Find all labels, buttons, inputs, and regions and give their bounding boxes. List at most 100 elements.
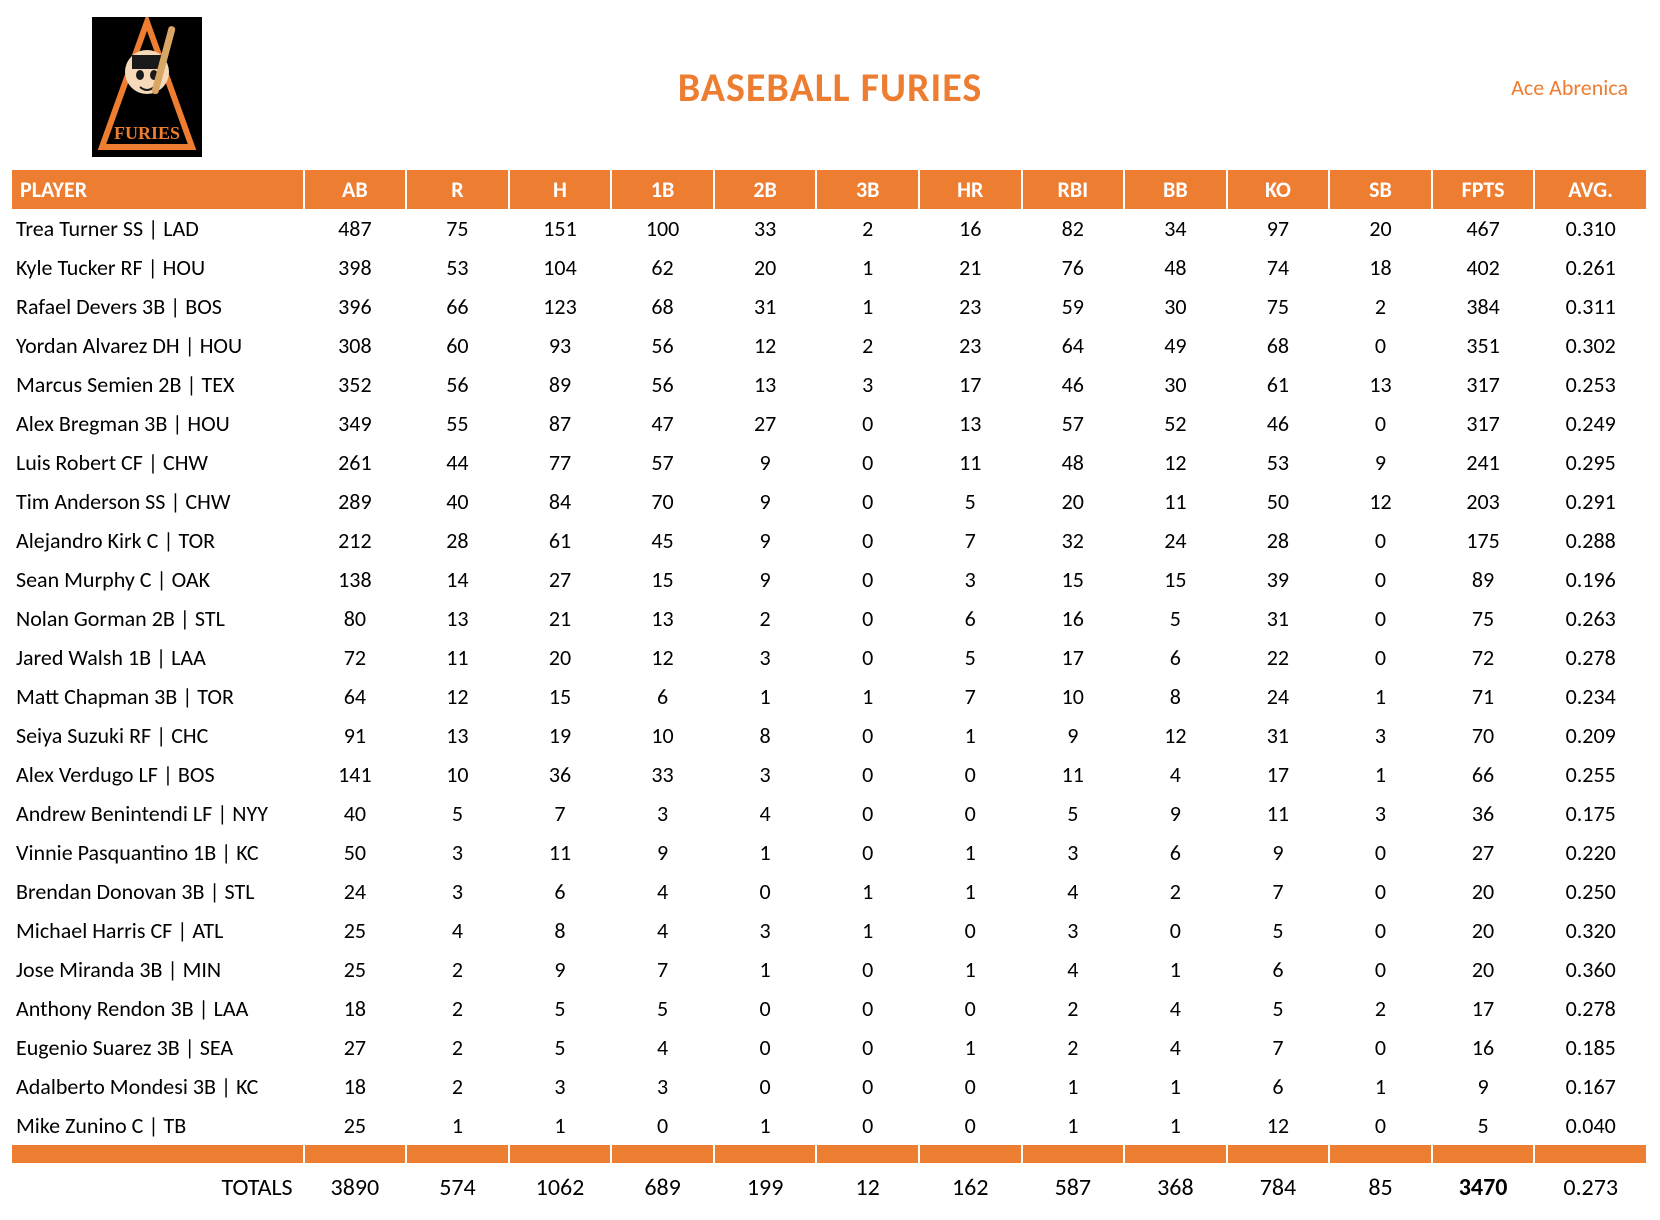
- stat-cell: 11: [509, 833, 612, 872]
- stat-cell: 27: [304, 1028, 407, 1067]
- stat-cell: 6: [509, 872, 612, 911]
- stat-cell: 0.167: [1534, 1067, 1647, 1106]
- stat-cell: 49: [1124, 326, 1227, 365]
- stat-cell: 12: [611, 638, 714, 677]
- stat-cell: 1: [919, 872, 1022, 911]
- stat-cell: 4: [611, 872, 714, 911]
- stat-cell: 1: [919, 833, 1022, 872]
- stat-cell: 70: [611, 482, 714, 521]
- totals-cell: 574: [406, 1163, 509, 1208]
- stat-cell: 68: [611, 287, 714, 326]
- player-cell: Anthony Rendon 3B | LAA: [12, 989, 304, 1028]
- player-cell: Alex Bregman 3B | HOU: [12, 404, 304, 443]
- stat-cell: 10: [406, 755, 509, 794]
- stat-cell: 203: [1432, 482, 1535, 521]
- stat-cell: 12: [714, 326, 817, 365]
- col-h: H: [509, 170, 612, 209]
- stat-cell: 0: [816, 1106, 919, 1145]
- stat-cell: 36: [509, 755, 612, 794]
- stat-cell: 0: [714, 989, 817, 1028]
- stat-cell: 0: [816, 560, 919, 599]
- col-fpts: FPTS: [1432, 170, 1535, 209]
- stat-cell: 4: [1124, 989, 1227, 1028]
- player-cell: Luis Robert CF | CHW: [12, 443, 304, 482]
- stat-cell: 1: [919, 1028, 1022, 1067]
- stat-cell: 0: [1124, 911, 1227, 950]
- stat-cell: 0: [919, 755, 1022, 794]
- player-cell: Nolan Gorman 2B | STL: [12, 599, 304, 638]
- stat-cell: 24: [304, 872, 407, 911]
- stat-cell: 5: [509, 1028, 612, 1067]
- stat-cell: 0: [1329, 1106, 1432, 1145]
- player-cell: Sean Murphy C | OAK: [12, 560, 304, 599]
- stat-cell: 151: [509, 209, 612, 248]
- table-row: Matt Chapman 3B | TOR6412156117108241710…: [12, 677, 1647, 716]
- stat-cell: 23: [919, 326, 1022, 365]
- stat-cell: 384: [1432, 287, 1535, 326]
- table-row: Jose Miranda 3B | MIN252971014160200.360: [12, 950, 1647, 989]
- stat-cell: 4: [714, 794, 817, 833]
- player-cell: Trea Turner SS | LAD: [12, 209, 304, 248]
- stat-cell: 0.263: [1534, 599, 1647, 638]
- stat-cell: 20: [1432, 872, 1535, 911]
- stat-cell: 66: [1432, 755, 1535, 794]
- stat-cell: 138: [304, 560, 407, 599]
- totals-cell: 12: [816, 1163, 919, 1208]
- stat-cell: 2: [406, 1067, 509, 1106]
- stat-cell: 47: [611, 404, 714, 443]
- stat-cell: 16: [1432, 1028, 1535, 1067]
- stat-cell: 6: [919, 599, 1022, 638]
- stat-cell: 23: [919, 287, 1022, 326]
- stat-cell: 2: [406, 1028, 509, 1067]
- stat-cell: 53: [406, 248, 509, 287]
- stat-cell: 15: [1124, 560, 1227, 599]
- stat-cell: 97: [1227, 209, 1330, 248]
- stat-cell: 1: [1022, 1067, 1125, 1106]
- stat-cell: 1: [816, 677, 919, 716]
- stat-cell: 62: [611, 248, 714, 287]
- player-cell: Andrew Benintendi LF | NYY: [12, 794, 304, 833]
- stat-cell: 2: [714, 599, 817, 638]
- stat-cell: 2: [406, 989, 509, 1028]
- stat-cell: 72: [304, 638, 407, 677]
- table-row: Michael Harris CF | ATL254843103050200.3…: [12, 911, 1647, 950]
- stat-cell: 20: [1432, 911, 1535, 950]
- col-1b: 1B: [611, 170, 714, 209]
- stat-cell: 349: [304, 404, 407, 443]
- stat-cell: 4: [1022, 950, 1125, 989]
- stat-cell: 7: [509, 794, 612, 833]
- player-cell: Tim Anderson SS | CHW: [12, 482, 304, 521]
- stat-cell: 71: [1432, 677, 1535, 716]
- stat-cell: 93: [509, 326, 612, 365]
- stat-cell: 21: [919, 248, 1022, 287]
- stat-cell: 1: [1124, 950, 1227, 989]
- stat-cell: 0: [714, 1028, 817, 1067]
- stat-cell: 72: [1432, 638, 1535, 677]
- totals-cell: 689: [611, 1163, 714, 1208]
- stat-cell: 0.291: [1534, 482, 1647, 521]
- stat-cell: 74: [1227, 248, 1330, 287]
- stat-cell: 0.209: [1534, 716, 1647, 755]
- stat-cell: 11: [1124, 482, 1227, 521]
- stat-cell: 104: [509, 248, 612, 287]
- col-player: PLAYER: [12, 170, 304, 209]
- table-row: Tim Anderson SS | CHW2894084709052011501…: [12, 482, 1647, 521]
- stat-cell: 3: [1329, 794, 1432, 833]
- stat-cell: 0: [816, 443, 919, 482]
- stat-cell: 50: [304, 833, 407, 872]
- totals-row: TOTALS3890574106268919912162587368784853…: [12, 1163, 1647, 1208]
- stat-cell: 13: [1329, 365, 1432, 404]
- player-cell: Alex Verdugo LF | BOS: [12, 755, 304, 794]
- stat-cell: 0: [816, 1067, 919, 1106]
- col-avg: AVG.: [1534, 170, 1647, 209]
- stat-cell: 55: [406, 404, 509, 443]
- stat-cell: 175: [1432, 521, 1535, 560]
- table-row: Jared Walsh 1B | LAA72112012305176220720…: [12, 638, 1647, 677]
- stat-cell: 75: [1227, 287, 1330, 326]
- player-cell: Mike Zunino C | TB: [12, 1106, 304, 1145]
- stat-cell: 1: [1329, 1067, 1432, 1106]
- stat-cell: 13: [406, 599, 509, 638]
- stat-cell: 11: [919, 443, 1022, 482]
- col-hr: HR: [919, 170, 1022, 209]
- stat-cell: 0.278: [1534, 989, 1647, 1028]
